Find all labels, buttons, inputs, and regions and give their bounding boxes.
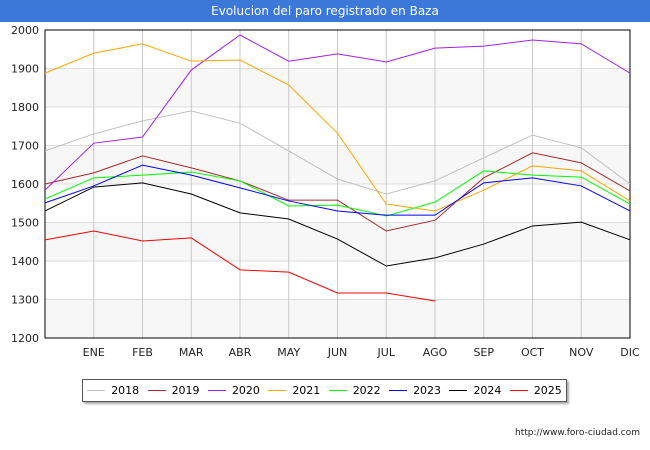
x-tick-label: ENE	[83, 346, 105, 359]
series-line-2022	[44, 170, 631, 217]
x-tick-label: JUN	[327, 346, 348, 359]
x-tick-label: MAY	[277, 346, 300, 359]
legend-swatch	[389, 390, 408, 391]
x-tick-label: AGO	[423, 346, 448, 359]
x-tick-label: NOV	[569, 346, 594, 359]
legend-label: 2024	[473, 384, 502, 397]
y-tick-label: 1600	[11, 178, 39, 191]
y-tick-label: 1200	[11, 332, 39, 345]
legend-label: 2019	[171, 384, 200, 397]
legend-item-2020: 2020	[207, 384, 260, 397]
legend-swatch	[328, 390, 347, 391]
legend-swatch	[509, 390, 528, 391]
x-tick-label: FEB	[132, 346, 153, 359]
legend-swatch	[449, 390, 468, 391]
legend-item-2023: 2023	[389, 384, 441, 397]
legend-swatch	[147, 390, 166, 391]
y-tick-label: 1700	[11, 140, 39, 153]
series-line-2023	[44, 164, 631, 216]
legend-item-2021: 2021	[268, 384, 320, 397]
series-line-2019	[44, 152, 631, 232]
x-tick-label: JUL	[377, 346, 396, 359]
series-line-2021	[44, 43, 631, 212]
x-tick-label: MAR	[179, 346, 204, 359]
legend-label: 2022	[352, 384, 381, 397]
legend-label: 2025	[533, 384, 562, 397]
y-tick-label: 1900	[11, 63, 39, 76]
legend-item-2019: 2019	[147, 384, 200, 397]
legend-label: 2020	[231, 384, 260, 397]
series-line-2020	[44, 34, 631, 191]
y-tick-label: 2000	[11, 24, 39, 37]
legend-item-2025: 2025	[509, 384, 562, 397]
chart-title: Evolucion del paro registrado en Baza	[0, 0, 650, 22]
y-tick-label: 1400	[11, 255, 39, 268]
legend: 2018 2019 2020 2021 2022 2023 2024 2025	[82, 379, 567, 402]
legend-swatch	[268, 390, 287, 391]
footer-url: http://www.foro-ciudad.com	[515, 428, 640, 438]
series-line-2024	[44, 182, 631, 267]
legend-label: 2021	[292, 384, 321, 397]
legend-swatch	[87, 390, 106, 391]
y-tick-label: 1500	[11, 217, 39, 230]
x-tick-label: DIC	[620, 346, 640, 359]
legend-label: 2023	[413, 384, 442, 397]
legend-label: 2018	[111, 384, 140, 397]
x-tick-label: SEP	[473, 346, 494, 359]
legend-item-2018: 2018	[87, 384, 139, 397]
legend-item-2024: 2024	[449, 384, 501, 397]
legend-item-2022: 2022	[328, 384, 381, 397]
legend-swatch	[207, 390, 226, 391]
y-tick-label: 1800	[11, 101, 39, 114]
x-tick-label: OCT	[521, 346, 544, 359]
y-tick-label: 1300	[11, 294, 39, 307]
x-tick-label: ABR	[229, 346, 252, 359]
series-line-2025	[44, 230, 436, 302]
series-line-2018	[44, 110, 631, 195]
